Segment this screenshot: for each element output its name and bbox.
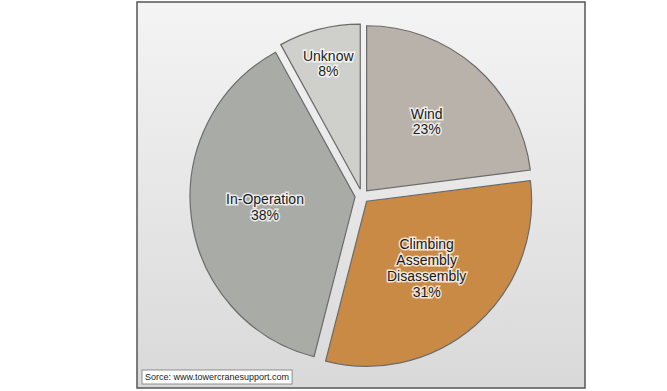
chart: Wind23% ClimbingAssemblyDisassembly31% In-… — [0, 0, 667, 391]
value-label: 23% — [413, 121, 441, 137]
pie-slice — [326, 181, 532, 367]
pie-slice — [281, 24, 360, 189]
slice-label: Unknow — [303, 47, 354, 63]
chart-frame — [137, 2, 585, 388]
slice-label: ClimbingAssemblyDisassembly — [387, 236, 466, 284]
slice-label-line: Assembly — [396, 252, 457, 268]
slice-label: Wind — [411, 105, 443, 121]
value-label: 8% — [318, 63, 338, 79]
slices — [190, 24, 532, 366]
slice-label-line: Climbing — [399, 236, 453, 252]
value-label: 31% — [413, 284, 441, 300]
source-note: Sorce: www.towercranesupport.com — [145, 372, 289, 382]
pie-slice — [367, 26, 531, 191]
data-labels: Wind23% ClimbingAssemblyDisassembly31% In-… — [226, 47, 466, 300]
slice-label-line: In-Operation — [226, 191, 304, 207]
slice-label-line: Disassembly — [387, 268, 466, 284]
annotations: Sorce: www.towercranesupport.com — [142, 370, 292, 384]
source-box — [142, 370, 292, 384]
value-label: 38% — [251, 207, 279, 223]
slice-label-line: Unknow — [303, 47, 354, 63]
slice-label-line: Wind — [411, 105, 443, 121]
slice-label: In-Operation — [226, 191, 304, 207]
